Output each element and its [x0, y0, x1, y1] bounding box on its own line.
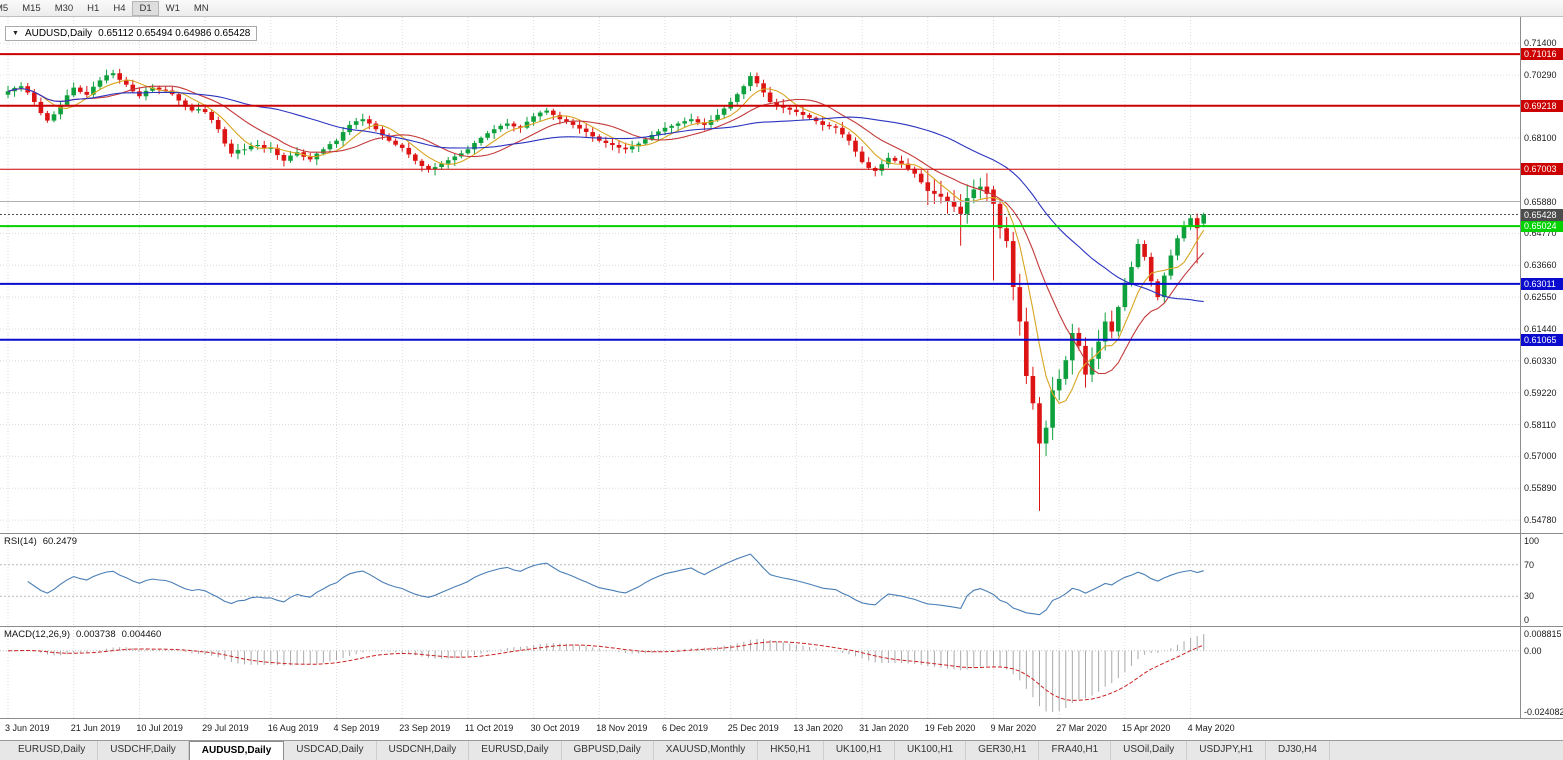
price-tick-label: 0.59220: [1524, 387, 1557, 398]
chart-tab-gbpusd-daily[interactable]: GBPUSD,Daily: [562, 741, 654, 760]
price-axis[interactable]: 0.71400 0.70290 0.68100 0.65880 0.64770 0.636…: [1520, 17, 1563, 533]
collapse-triangle-icon[interactable]: ▼: [12, 30, 19, 37]
chart-tab-xauusd-monthly[interactable]: XAUUSD,Monthly: [654, 741, 759, 760]
time-axis-label: 29 Jul 2019: [202, 723, 249, 733]
time-axis-label: 4 Sep 2019: [333, 723, 380, 733]
current-price-badge: 0.65428: [1521, 208, 1563, 221]
time-axis-label: 4 May 2020: [1187, 723, 1235, 733]
macd-name: MACD(12,26,9): [4, 629, 70, 640]
time-axis-label: 6 Dec 2019: [662, 723, 709, 733]
time-axis-label: 10 Jul 2019: [136, 723, 183, 733]
chart-tab-usdcnh-daily[interactable]: USDCNH,Daily: [377, 741, 470, 760]
candlestick-chart[interactable]: [0, 17, 1520, 533]
rsi-tick-label: 0: [1524, 615, 1530, 625]
macd-tick-label: 0.008815: [1524, 629, 1562, 639]
price-panel[interactable]: ▼ AUDUSD,Daily 0.65112 0.65494 0.64986 0…: [0, 17, 1563, 533]
ohlc-values: 0.65112 0.65494 0.64986 0.65428: [98, 28, 251, 39]
price-tick-label: 0.65880: [1524, 196, 1557, 207]
time-axis-label: 16 Aug 2019: [267, 723, 319, 733]
price-tick-label: 0.63660: [1524, 260, 1557, 271]
time-axis-label: 3 Jun 2019: [5, 723, 50, 733]
ohlc-readout: ▼ AUDUSD,Daily 0.65112 0.65494 0.64986 0…: [5, 26, 258, 41]
rsi-label: RSI(14) 60.2479: [4, 536, 77, 547]
macd-tick-label: -0.024082: [1524, 707, 1563, 717]
rsi-panel[interactable]: RSI(14) 60.2479 100 70 30 0: [0, 533, 1563, 627]
rsi-chart[interactable]: [0, 534, 1520, 627]
timeframe-toolbar: M5M15M30H1H4D1W1MN: [0, 0, 1563, 17]
price-tick-label: 0.58110: [1524, 419, 1556, 430]
rsi-name: RSI(14): [4, 536, 37, 547]
price-line-badge: 0.69218: [1521, 99, 1563, 112]
price-tick-label: 0.71400: [1524, 38, 1557, 49]
macd-tick-label: 0.00: [1524, 645, 1542, 656]
macd-label: MACD(12,26,9) 0.003738 0.004460: [4, 629, 161, 640]
chart-tabs-bar: EURUSD,Daily USDCHF,Daily AUDUSD,Daily USDC…: [0, 740, 1563, 760]
time-axis-label: 30 Oct 2019: [530, 723, 580, 733]
price-tick-label: 0.54780: [1524, 515, 1557, 526]
chart-tab-fra40-h1[interactable]: FRA40,H1: [1039, 741, 1112, 760]
rsi-tick-label: 70: [1524, 559, 1535, 570]
price-tick-label: 0.62550: [1524, 292, 1557, 303]
chart-tab-usdchf-daily[interactable]: USDCHF,Daily: [98, 741, 189, 760]
chart-tab-eurusd-daily[interactable]: EURUSD,Daily: [6, 741, 99, 760]
rsi-scale-axis[interactable]: 100 70 30 0: [1520, 534, 1563, 626]
time-axis-label: 13 Jan 2020: [793, 723, 843, 733]
chart-tab-usoil-daily[interactable]: USOil,Daily: [1111, 741, 1188, 760]
chart-tab-audusd-daily[interactable]: AUDUSD,Daily: [188, 741, 285, 760]
time-axis-label: 27 Mar 2020: [1056, 723, 1107, 733]
macd-value: 0.003738: [76, 629, 116, 640]
chart-tab-uk100-h1[interactable]: UK100,H1: [895, 741, 967, 760]
time-axis[interactable]: 3 Jun 2019 21 Jun 2019 10 Jul 2019 29 Jul 2…: [0, 718, 1563, 740]
rsi-tick-label: 30: [1524, 591, 1535, 602]
timeframe-m5-button[interactable]: M5: [0, 1, 15, 16]
time-axis-label: 9 Mar 2020: [990, 723, 1037, 733]
price-tick-label: 0.57000: [1524, 451, 1557, 462]
rsi-value: 60.2479: [42, 536, 78, 547]
time-axis-label: 15 Apr 2020: [1121, 723, 1171, 733]
time-axis-label: 23 Sep 2019: [399, 723, 451, 733]
price-line-badge: 0.61065: [1521, 333, 1563, 346]
macd-scale-axis[interactable]: 0.008815 0.00 -0.024082: [1520, 627, 1563, 718]
price-line-badge: 0.71016: [1521, 48, 1563, 61]
rsi-tick-label: 100: [1524, 536, 1540, 546]
price-tick-label: 0.70290: [1524, 69, 1557, 80]
price-tick-label: 0.68100: [1524, 132, 1557, 143]
chart-tab-hk50-h1[interactable]: HK50,H1: [758, 741, 824, 760]
price-tick-label: 0.55890: [1524, 483, 1557, 494]
time-axis-label: 31 Jan 2020: [859, 723, 909, 733]
chart-tab-usdcad-daily[interactable]: USDCAD,Daily: [284, 741, 377, 760]
timeframe-w1-button[interactable]: W1: [159, 1, 187, 16]
price-tick-label: 0.60330: [1524, 355, 1557, 366]
time-axis-label: 21 Jun 2019: [70, 723, 121, 733]
chart-tab-uk100-h1[interactable]: UK100,H1: [824, 741, 895, 760]
timeframe-mn-button[interactable]: MN: [187, 1, 216, 16]
chart-tab-dj30-h4[interactable]: DJ30,H4: [1266, 741, 1330, 760]
symbol-period-label: AUDUSD,Daily: [24, 28, 93, 39]
timeframe-d1-button[interactable]: D1: [132, 0, 159, 16]
price-line-badge: 0.67003: [1521, 163, 1563, 176]
macd-signal-value: 0.004460: [121, 629, 162, 640]
time-axis-label: 18 Nov 2019: [596, 723, 648, 733]
price-line-badge: 0.65024: [1521, 220, 1563, 233]
macd-panel[interactable]: MACD(12,26,9) 0.003738 0.004460 0.008815…: [0, 626, 1563, 719]
time-axis-label: 25 Dec 2019: [727, 723, 779, 733]
macd-chart[interactable]: [0, 627, 1520, 719]
timeframe-m30-button[interactable]: M30: [48, 1, 80, 16]
chart-tab-eurusd-daily[interactable]: EURUSD,Daily: [469, 741, 562, 760]
price-line-badge: 0.63011: [1521, 277, 1563, 290]
time-axis-label: 19 Feb 2020: [924, 723, 976, 733]
chart-tab-usdjpy-h1[interactable]: USDJPY,H1: [1187, 741, 1267, 760]
time-axis-label: 11 Oct 2019: [464, 723, 514, 733]
timeframe-buttons: M5M15M30H1H4D1W1MN: [0, 0, 216, 16]
price-tick-label: 0.64770: [1524, 228, 1557, 239]
timeframe-m15-button[interactable]: M15: [15, 1, 47, 16]
price-tick-label: 0.61440: [1524, 323, 1557, 334]
timeframe-h1-button[interactable]: H1: [80, 1, 106, 16]
timeframe-h4-button[interactable]: H4: [106, 1, 132, 16]
chart-tab-ger30-h1[interactable]: GER30,H1: [966, 741, 1040, 760]
